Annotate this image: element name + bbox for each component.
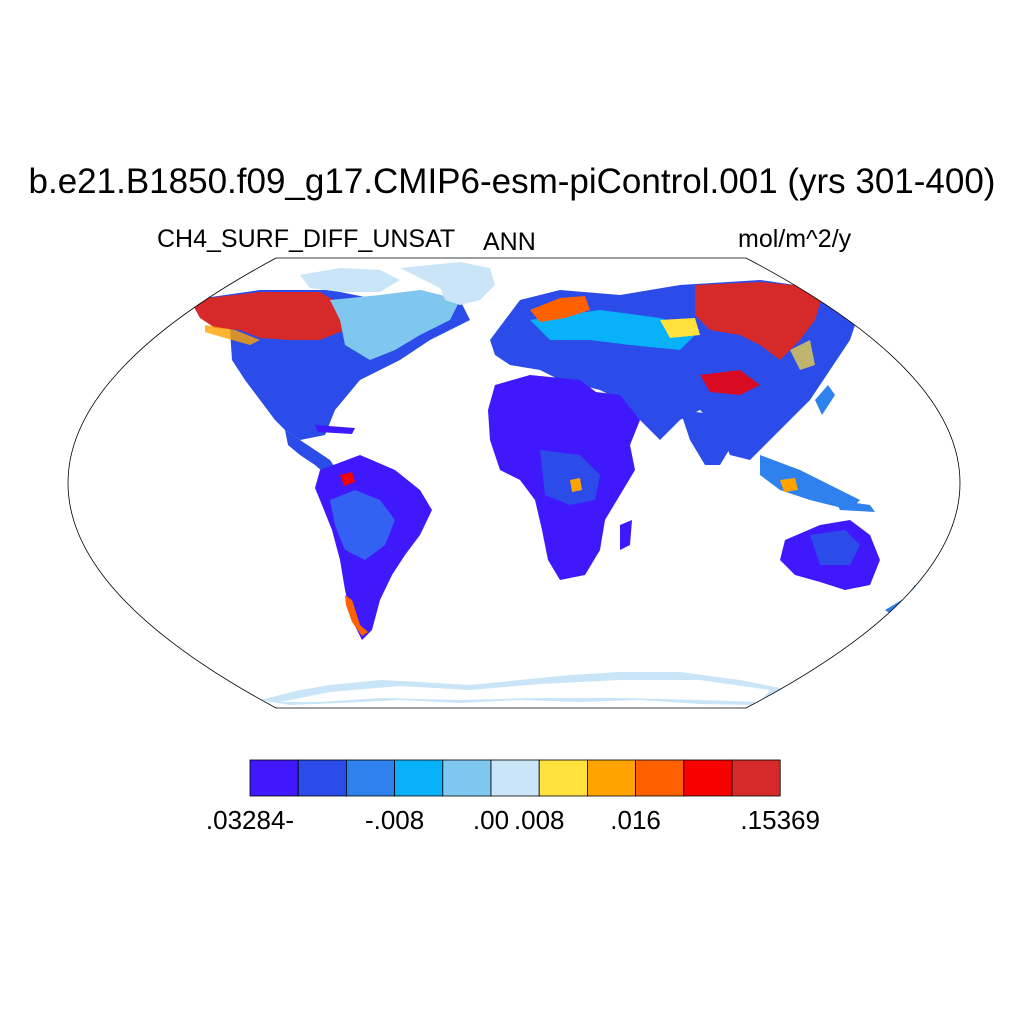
units-label: mol/m^2/y: [738, 225, 852, 253]
siberia-yellow: [660, 318, 700, 338]
colorbar-swatch: [635, 759, 685, 797]
plot-title: b.e21.B1850.f09_g17.CMIP6-esm-piControl.…: [28, 162, 996, 201]
antarctica-interior: [280, 680, 770, 702]
southeast-asia: [760, 455, 860, 510]
colorbar-tick-label: .00: [472, 805, 510, 835]
greenland-edge: [400, 262, 495, 305]
central-asia-red: [700, 370, 760, 395]
new-guinea: [835, 500, 875, 512]
east-asia-warm: [790, 340, 815, 370]
australia-mid: [810, 530, 860, 565]
andes-edge: [345, 595, 368, 636]
colorbar-tick-label: .15369: [740, 805, 820, 835]
africa-hot: [570, 478, 582, 492]
central-america: [285, 430, 340, 478]
scandinavia-high: [530, 296, 590, 322]
south-america-mid: [330, 490, 395, 560]
colorbar-swatch: [249, 759, 299, 797]
colorbar-tick-label: -.008: [364, 805, 425, 835]
south-asia: [680, 410, 735, 465]
japan: [815, 385, 835, 415]
colorbar-swatch: [538, 759, 588, 797]
land-fields: [190, 262, 920, 705]
north-america-high: [190, 292, 350, 340]
colorbar-swatch: [297, 759, 347, 797]
colorbar-tick-label: .008: [513, 805, 565, 835]
caribbean: [315, 425, 355, 434]
season-label: ANN: [483, 228, 536, 256]
colorbar-swatch: [683, 759, 733, 797]
map-outline: [67, 257, 961, 709]
colorbar-swatch: [394, 759, 444, 797]
colorbar-swatch: [587, 759, 637, 797]
colorbar-swatch: [731, 759, 781, 797]
colorbar: [249, 759, 781, 797]
colorbar-swatch: [490, 759, 540, 797]
southeast-asia-hot: [780, 478, 798, 492]
north-america-orange: [205, 325, 260, 345]
madagascar: [620, 520, 632, 550]
colorbar-tick-label: .03284-: [205, 805, 295, 835]
colorbar-swatch: [345, 759, 395, 797]
eurasia-light: [530, 310, 700, 350]
variable-name: CH4_SURF_DIFF_UNSAT: [157, 225, 456, 253]
colorbar-tick-label: .016: [610, 805, 661, 835]
colorbar-swatch: [442, 759, 492, 797]
canada-islands: [300, 268, 400, 292]
north-america-light: [330, 290, 460, 360]
south-america-hotspot: [340, 472, 355, 486]
siberia-high: [695, 282, 825, 360]
africa-mid: [540, 450, 600, 505]
